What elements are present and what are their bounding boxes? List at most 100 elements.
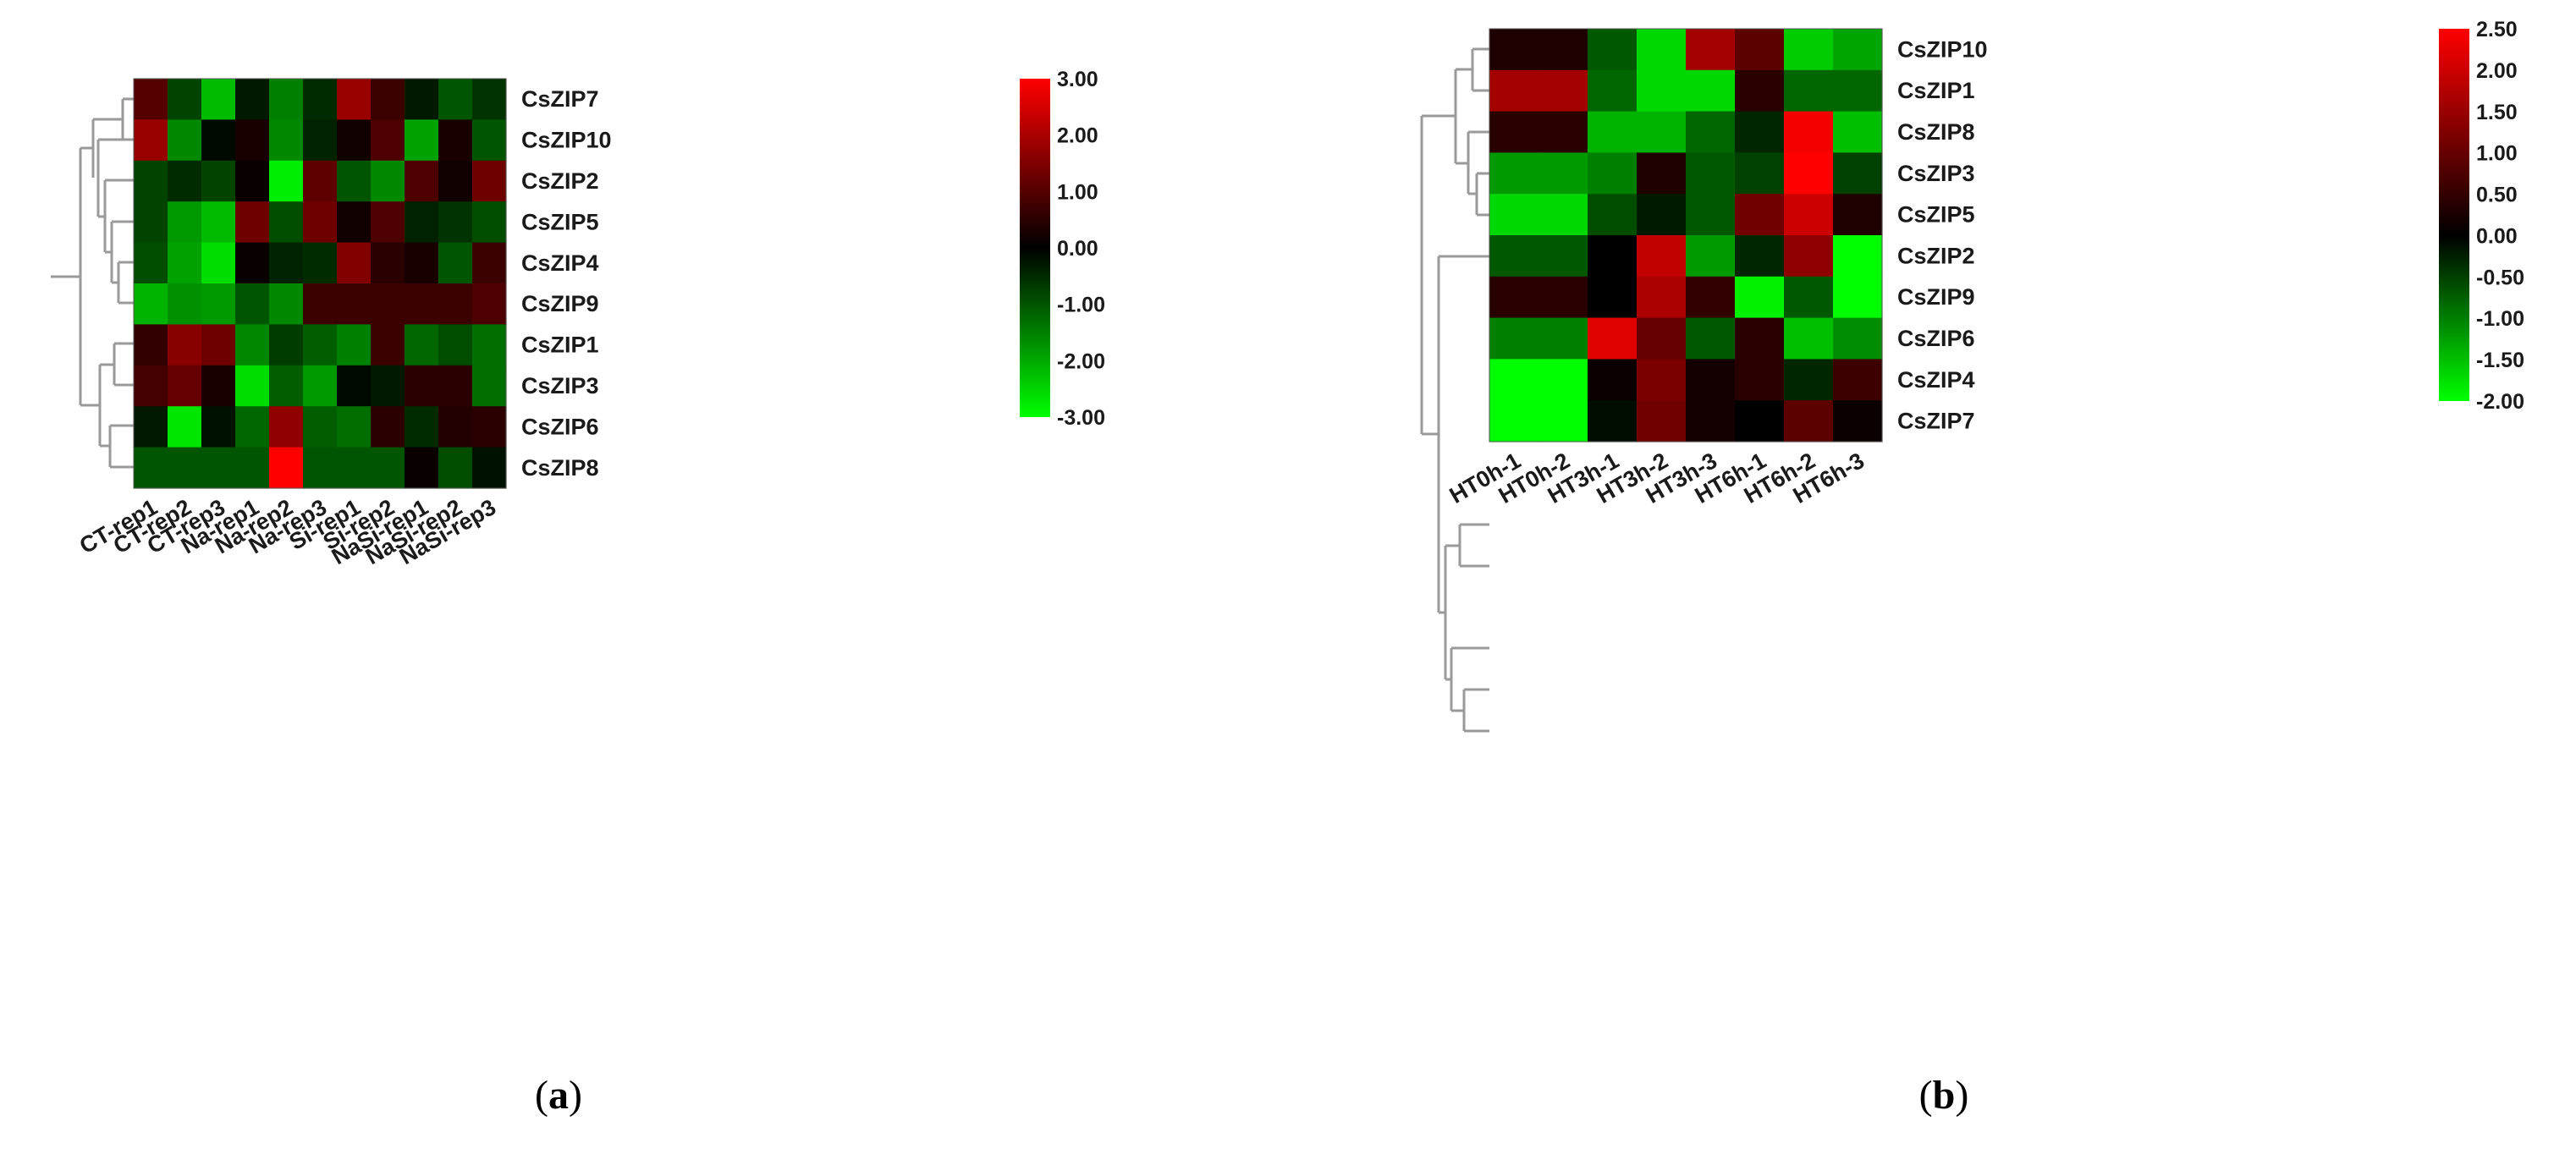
- row-label: CsZIP5: [1897, 202, 1975, 228]
- heatmap-cell-CsZIP7-Na-rep1: [235, 79, 270, 120]
- heatmap-cell-CsZIP6-HT6h-3: [1833, 317, 1883, 360]
- heatmap-cell-CsZIP10-NaSi-rep1: [405, 119, 439, 162]
- heatmap-cell-CsZIP4-Si-rep1: [337, 242, 372, 284]
- heatmap-cell-CsZIP5-CT-rep1: [134, 201, 168, 244]
- heatmap-cell-CsZIP9-HT3h-2: [1637, 276, 1687, 319]
- heatmap-cell-CsZIP4-Na-rep3: [303, 242, 338, 284]
- panel-label: (b): [1919, 1073, 1969, 1118]
- colorbar-tick-label: 1.50: [2476, 101, 2518, 124]
- heatmap-cell-CsZIP5-HT0h-2: [1538, 194, 1588, 236]
- heatmap-cell-CsZIP4-NaSi-rep2: [438, 242, 473, 284]
- heatmap-cell-CsZIP6-Na-rep3: [303, 406, 338, 448]
- heatmap-cell-CsZIP4-HT3h-1: [1588, 359, 1638, 401]
- heatmap-cell-CsZIP6-CT-rep2: [168, 406, 202, 448]
- heatmap-cell-CsZIP2-Si-rep2: [371, 160, 405, 202]
- row-label: CsZIP9: [521, 291, 599, 316]
- heatmap-cell-CsZIP1-NaSi-rep2: [438, 324, 473, 366]
- heatmap-cell-CsZIP8-HT3h-2: [1637, 111, 1687, 153]
- heatmap-cell-CsZIP1-HT0h-2: [1538, 69, 1588, 113]
- colorbar-tick-label: 1.00: [1057, 180, 1098, 204]
- heatmap-cell-CsZIP8-Si-rep1: [337, 447, 372, 489]
- heatmap-cell-CsZIP9-HT6h-3: [1833, 276, 1883, 319]
- row-label: CsZIP2: [521, 168, 599, 194]
- heatmap-cell-CsZIP3-HT6h-2: [1784, 152, 1834, 195]
- row-label: CsZIP10: [521, 128, 612, 153]
- heatmap-cell-CsZIP4-CT-rep1: [134, 242, 168, 284]
- heatmap-cell-CsZIP5-Si-rep2: [371, 201, 405, 244]
- heatmap-cell-CsZIP10-HT0h-1: [1489, 29, 1539, 71]
- heatmap-cell-CsZIP5-HT3h-3: [1686, 194, 1736, 236]
- heatmap-cell-CsZIP3-Si-rep2: [371, 365, 405, 407]
- heatmap-cell-CsZIP5-HT6h-1: [1735, 194, 1785, 236]
- heatmap-cell-CsZIP2-CT-rep3: [201, 160, 236, 202]
- heatmap-cell-CsZIP4-Na-rep1: [235, 242, 270, 284]
- heatmap-cell-CsZIP9-HT6h-2: [1784, 276, 1834, 319]
- heatmap-cell-CsZIP7-Na-rep3: [303, 79, 338, 120]
- heatmap-cell-CsZIP1-HT3h-2: [1637, 69, 1687, 113]
- heatmap-cell-CsZIP4-Na-rep2: [269, 242, 304, 284]
- heatmap-cell-CsZIP5-Na-rep1: [235, 201, 270, 244]
- heatmap-cell-CsZIP6-HT6h-1: [1735, 317, 1785, 360]
- heatmap-cell-CsZIP7-HT3h-2: [1637, 400, 1687, 442]
- heatmap-cell-CsZIP2-HT0h-1: [1489, 235, 1539, 278]
- heatmap-cell-CsZIP10-Na-rep2: [269, 119, 304, 162]
- heatmap-cell-CsZIP9-CT-rep1: [134, 283, 168, 325]
- heatmap-cell-CsZIP2-Na-rep3: [303, 160, 338, 202]
- heatmap-cell-CsZIP4-HT6h-1: [1735, 359, 1785, 401]
- dendrogram: [1420, 47, 1489, 733]
- heatmap-cells: [1489, 29, 1883, 442]
- heatmap-cell-CsZIP8-CT-rep1: [134, 447, 168, 489]
- heatmap-cell-CsZIP4-NaSi-rep1: [405, 242, 439, 284]
- heatmap-cell-CsZIP3-Si-rep1: [337, 365, 372, 407]
- colorbar-tick-label: 0.00: [2476, 224, 2518, 248]
- heatmap-cell-CsZIP9-HT6h-1: [1735, 276, 1785, 319]
- heatmap-cell-CsZIP10-HT6h-1: [1735, 29, 1785, 71]
- heatmap-cell-CsZIP4-CT-rep2: [168, 242, 202, 284]
- heatmap-cell-CsZIP7-CT-rep1: [134, 79, 168, 120]
- heatmap-cell-CsZIP5-HT3h-2: [1637, 194, 1687, 236]
- heatmap-cell-CsZIP2-HT3h-3: [1686, 235, 1736, 278]
- heatmap-cell-CsZIP7-Si-rep1: [337, 79, 372, 120]
- heatmap-cell-CsZIP3-NaSi-rep1: [405, 365, 439, 407]
- heatmap-cell-CsZIP5-NaSi-rep2: [438, 201, 473, 244]
- heatmap-cell-CsZIP3-Na-rep2: [269, 365, 304, 407]
- heatmap-border: [133, 78, 507, 489]
- heatmap-cell-CsZIP1-NaSi-rep3: [472, 324, 507, 366]
- colorbar-tick-label: 0.50: [2476, 184, 2518, 207]
- row-label: CsZIP8: [521, 455, 599, 481]
- heatmap-cell-CsZIP5-HT0h-1: [1489, 194, 1539, 236]
- heatmap-cell-CsZIP10-HT3h-2: [1637, 29, 1687, 71]
- heatmap-cell-CsZIP7-Si-rep2: [371, 79, 405, 120]
- heatmap-cell-CsZIP6-NaSi-rep1: [405, 406, 439, 448]
- heatmap-cell-CsZIP10-Na-rep1: [235, 119, 270, 162]
- heatmap-cell-CsZIP8-CT-rep2: [168, 447, 202, 489]
- heatmap-cell-CsZIP3-HT6h-3: [1833, 152, 1883, 195]
- heatmap-cell-CsZIP7-NaSi-rep2: [438, 79, 473, 120]
- heatmap-cell-CsZIP2-CT-rep2: [168, 160, 202, 202]
- heatmap-cell-CsZIP8-HT0h-1: [1489, 111, 1539, 153]
- row-label: CsZIP4: [1897, 367, 1975, 393]
- heatmap-cell-CsZIP9-Na-rep1: [235, 283, 270, 325]
- heatmap-cell-CsZIP7-CT-rep2: [168, 79, 202, 120]
- colorbar-tick-label: 2.00: [1057, 124, 1098, 148]
- heatmap-cell-CsZIP6-Si-rep2: [371, 406, 405, 448]
- heatmap-cell-CsZIP9-HT3h-1: [1588, 276, 1638, 319]
- heatmap-cell-CsZIP1-NaSi-rep1: [405, 324, 439, 366]
- heatmap-cell-CsZIP10-Na-rep3: [303, 119, 338, 162]
- heatmap-cell-CsZIP3-Na-rep3: [303, 365, 338, 407]
- heatmap-cell-CsZIP4-CT-rep3: [201, 242, 236, 284]
- heatmap-cell-CsZIP3-HT0h-1: [1489, 152, 1539, 195]
- heatmap-cell-CsZIP2-Na-rep1: [235, 160, 270, 202]
- heatmap-cell-CsZIP1-Si-rep1: [337, 324, 372, 366]
- heatmap-cell-CsZIP4-NaSi-rep3: [472, 242, 507, 284]
- heatmap-cell-CsZIP3-HT3h-2: [1637, 152, 1687, 195]
- heatmap-cell-CsZIP8-CT-rep3: [201, 447, 236, 489]
- heatmap-cell-CsZIP2-HT0h-2: [1538, 235, 1588, 278]
- row-label: CsZIP7: [521, 86, 599, 112]
- heatmap-cell-CsZIP6-HT6h-2: [1784, 317, 1834, 360]
- colorbar-tick-label: 0.00: [1057, 237, 1098, 261]
- heatmap-cell-CsZIP5-Na-rep3: [303, 201, 338, 244]
- heatmap-cell-CsZIP2-HT6h-1: [1735, 235, 1785, 278]
- heatmap-cell-CsZIP9-NaSi-rep3: [472, 283, 507, 325]
- heatmap-cell-CsZIP1-HT3h-1: [1588, 69, 1638, 113]
